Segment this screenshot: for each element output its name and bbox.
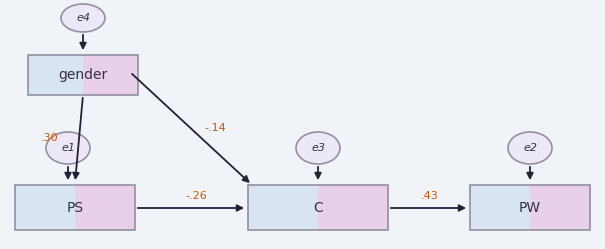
Bar	[318, 185, 388, 230]
Bar	[28, 55, 83, 95]
Bar	[15, 185, 135, 230]
Bar	[470, 185, 590, 230]
Bar	[530, 185, 590, 230]
Ellipse shape	[296, 132, 340, 164]
Text: e1: e1	[61, 143, 75, 153]
Bar	[470, 185, 530, 230]
Text: gender: gender	[58, 68, 108, 82]
Text: PW: PW	[519, 200, 541, 214]
Text: .30: .30	[41, 133, 59, 143]
Text: -.14: -.14	[204, 123, 226, 133]
Bar	[75, 185, 135, 230]
Ellipse shape	[508, 132, 552, 164]
Ellipse shape	[46, 132, 90, 164]
Text: C: C	[313, 200, 323, 214]
Text: .43: .43	[421, 191, 439, 201]
Text: e3: e3	[311, 143, 325, 153]
Bar	[83, 55, 138, 95]
Bar	[248, 185, 318, 230]
Text: PS: PS	[67, 200, 83, 214]
Bar	[28, 55, 138, 95]
Bar	[248, 185, 388, 230]
Text: -.26: -.26	[185, 191, 207, 201]
Text: e2: e2	[523, 143, 537, 153]
Bar	[15, 185, 75, 230]
Text: e4: e4	[76, 13, 90, 23]
Ellipse shape	[61, 4, 105, 32]
